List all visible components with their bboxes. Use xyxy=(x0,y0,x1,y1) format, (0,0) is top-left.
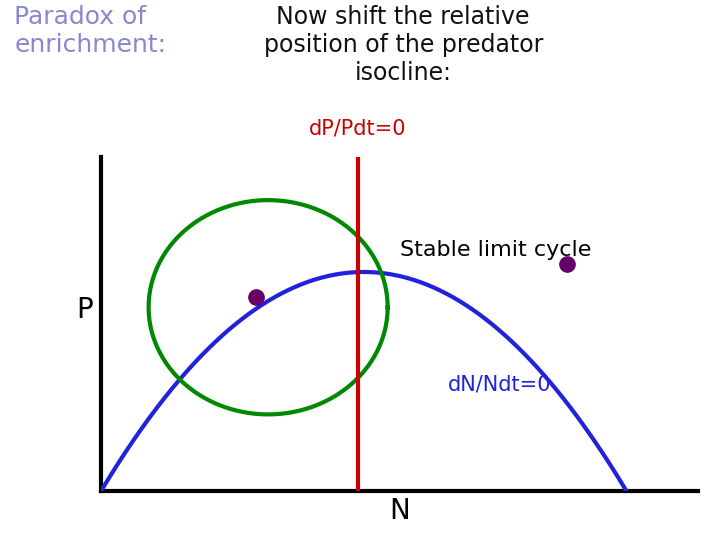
Text: dP/Pdt=0: dP/Pdt=0 xyxy=(309,118,407,138)
Text: dN/Ndt=0: dN/Ndt=0 xyxy=(447,374,551,394)
Y-axis label: P: P xyxy=(76,296,92,324)
X-axis label: N: N xyxy=(390,497,410,525)
Text: Paradox of
enrichment:: Paradox of enrichment: xyxy=(14,5,166,57)
Text: Stable limit cycle: Stable limit cycle xyxy=(400,240,591,260)
Text: Now shift the relative
position of the predator
isocline:: Now shift the relative position of the p… xyxy=(264,5,543,85)
